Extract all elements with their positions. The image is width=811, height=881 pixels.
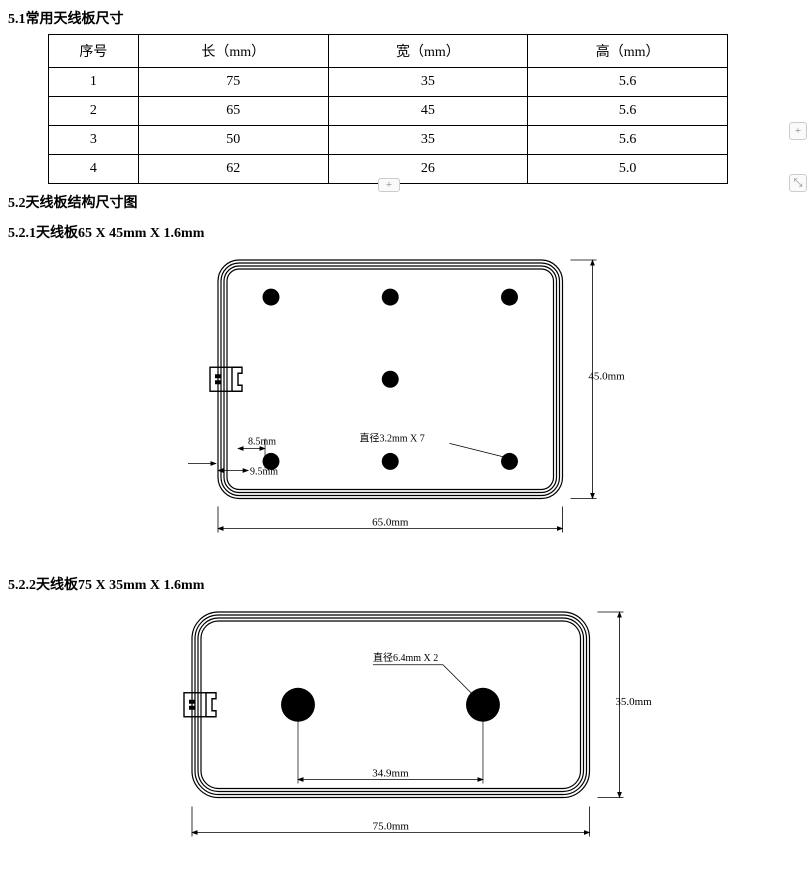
table-cell: 5.6 (528, 68, 728, 97)
table-cell: 5.6 (528, 97, 728, 126)
diagram-2-svg: 75.0mm 35.0mm 34.9mm 直径6.4mm X 2 (132, 602, 680, 858)
table-expand-button[interactable]: ⤡ (789, 174, 807, 192)
table-cell: 45 (328, 97, 528, 126)
col-header-width: 宽（mm） (328, 35, 528, 68)
svg-text:直径6.4mm X 2: 直径6.4mm X 2 (373, 650, 438, 663)
table-cell: 50 (138, 126, 328, 155)
table-cell: 2 (49, 97, 139, 126)
table-cell: 75 (138, 68, 328, 97)
table-cell: 35 (328, 126, 528, 155)
table-cell: 3 (49, 126, 139, 155)
col-header-length: 长（mm） (138, 35, 328, 68)
col-header-height: 高（mm） (528, 35, 728, 68)
section-5-2-title: 5.2天线板结构尺寸图 (8, 192, 803, 212)
diagram-2-title: 5.2.2天线板75 X 35mm X 1.6mm (8, 574, 803, 594)
svg-text:75.0mm: 75.0mm (372, 820, 409, 832)
dimensions-table-wrap: 序号 长（mm） 宽（mm） 高（mm） 175355.6265455.6350… (48, 34, 803, 184)
svg-text:34.9mm: 34.9mm (372, 767, 409, 779)
table-cell: 26 (328, 155, 528, 184)
table-cell: 1 (49, 68, 139, 97)
table-cell: 5.6 (528, 126, 728, 155)
diagram-1-title: 5.2.1天线板65 X 45mm X 1.6mm (8, 222, 803, 242)
table-row: 175355.6 (49, 68, 728, 97)
table-cell: 62 (138, 155, 328, 184)
svg-text:65.0mm: 65.0mm (372, 517, 409, 529)
table-add-row-button[interactable]: + (378, 178, 400, 192)
diagram-1-wrap: 65.0mm 45.0mm 8.5mm 9.5mm 直径3.2mm X 7 (8, 250, 803, 554)
col-header-index: 序号 (49, 35, 139, 68)
table-row: 265455.6 (49, 97, 728, 126)
table-add-button[interactable]: + (789, 122, 807, 140)
table-row: 350355.6 (49, 126, 728, 155)
dimensions-table: 序号 长（mm） 宽（mm） 高（mm） 175355.6265455.6350… (48, 34, 728, 184)
svg-text:9.5mm: 9.5mm (250, 467, 278, 478)
svg-text:35.0mm: 35.0mm (615, 695, 652, 707)
table-header-row: 序号 长（mm） 宽（mm） 高（mm） (49, 35, 728, 68)
table-cell: 4 (49, 155, 139, 184)
table-cell: 65 (138, 97, 328, 126)
table-cell: 5.0 (528, 155, 728, 184)
diagram-1-svg: 65.0mm 45.0mm 8.5mm 9.5mm 直径3.2mm X 7 (158, 250, 653, 554)
table-cell: 35 (328, 68, 528, 97)
diagram-2-wrap: 75.0mm 35.0mm 34.9mm 直径6.4mm X 2 (8, 602, 803, 858)
svg-text:直径3.2mm X 7: 直径3.2mm X 7 (360, 431, 425, 444)
svg-text:8.5mm: 8.5mm (248, 437, 276, 448)
svg-text:45.0mm: 45.0mm (589, 370, 626, 382)
section-5-1-title: 5.1常用天线板尺寸 (8, 8, 803, 28)
